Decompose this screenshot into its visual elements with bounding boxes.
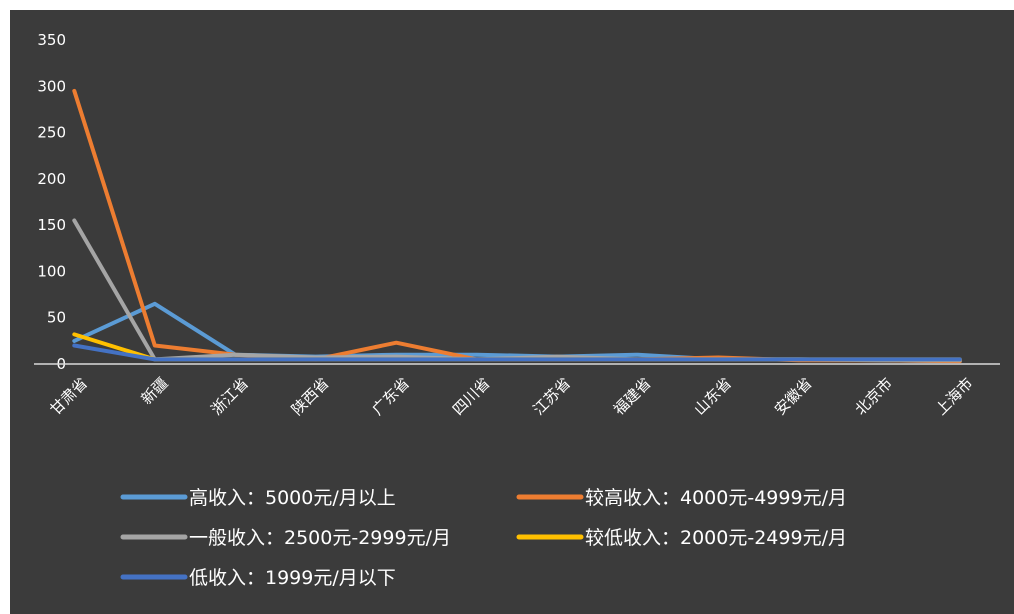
y-tick-label: 50 (47, 309, 66, 327)
category-label: 广东省 (369, 374, 414, 419)
legend-label: 较高收入：4000元-4999元/月 (585, 487, 847, 509)
y-tick-label: 200 (37, 170, 66, 188)
legend-label: 较低收入：2000元-2499元/月 (585, 527, 847, 549)
legend-item: 低收入：1999元/月以下 (120, 567, 396, 589)
y-tick-label: 300 (37, 77, 66, 95)
legend-item: 较高收入：4000元-4999元/月 (516, 487, 847, 509)
category-label: 陕西省 (288, 374, 333, 419)
category-label: 福建省 (610, 374, 655, 419)
series-line-2 (72, 88, 962, 364)
legend-label: 低收入：1999元/月以下 (189, 567, 396, 589)
category-label: 江苏省 (530, 374, 575, 419)
y-tick-label: 350 (37, 31, 66, 49)
category-label: 新疆 (138, 374, 172, 408)
category-label: 甘肃省 (47, 374, 92, 419)
y-tick-label: 250 (37, 124, 66, 142)
category-label: 安徽省 (771, 374, 816, 419)
legend-label: 高收入：5000元/月以上 (189, 487, 396, 509)
category-label: 四川省 (449, 374, 494, 419)
legend-item: 高收入：5000元/月以上 (120, 487, 396, 509)
legend-label: 一般收入：2500元-2999元/月 (189, 527, 451, 549)
series-line-5 (72, 343, 962, 362)
category-label: 山东省 (691, 374, 736, 419)
legend-item: 较低收入：2000元-2499元/月 (516, 527, 847, 549)
line-chart: 050100150200250300350 甘肃省 新疆 浙江省 陕西省 广东省 四川省江… (34, 31, 1000, 589)
y-tick-label: 100 (37, 262, 66, 280)
category-label: 北京市 (852, 374, 897, 419)
legend-item: 一般收入：2500元-2999元/月 (120, 527, 451, 549)
chart-panel: 0 50 100 150 200 250 300 350 甘肃省 新疆 浙江省 陕西省 广东省 四川省江… (10, 10, 1014, 614)
category-label: 浙江省 (208, 374, 253, 419)
category-label: 上海市 (932, 374, 977, 419)
series-line-3 (72, 218, 962, 363)
y-tick-label: 150 (37, 216, 66, 234)
